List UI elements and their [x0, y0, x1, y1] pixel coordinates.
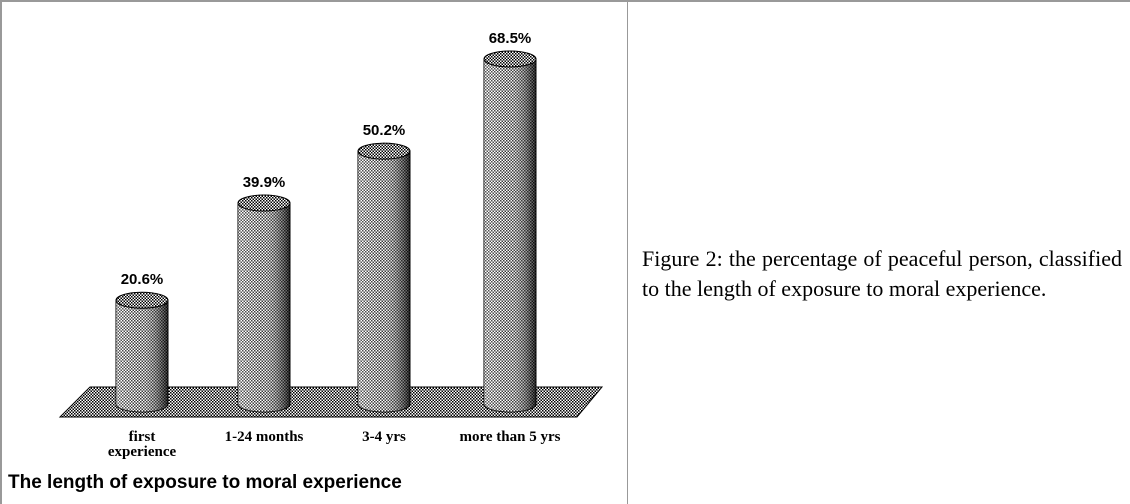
bar-shade [116, 300, 168, 412]
figure-caption: Figure 2: the percentage of peaceful per… [642, 246, 1122, 301]
data-label: 50.2% [363, 122, 406, 139]
bar-shade [238, 203, 290, 412]
data-label: 20.6% [121, 271, 164, 288]
bar-top [115, 291, 169, 309]
x-tick-label: first experience [107, 429, 177, 460]
cell-divider [627, 2, 628, 504]
bar [115, 291, 169, 413]
bar [483, 50, 537, 413]
x-axis-label: The length of exposure to moral experien… [8, 472, 402, 493]
bar-top [357, 142, 411, 160]
x-tick-label: 1-24 months [224, 429, 304, 445]
bar-shade [358, 151, 410, 412]
x-tick-label: 3-4 yrs [362, 429, 406, 445]
bar-top [237, 194, 291, 212]
data-label: 39.9% [243, 174, 286, 191]
chart: 20.6% 39.9% 50.2% 68.5% [58, 30, 604, 418]
data-label: 68.5% [489, 30, 532, 47]
bar-top [483, 50, 537, 68]
x-tick-label: more than 5 yrs [459, 429, 561, 445]
bar-shade [484, 59, 536, 412]
floor [58, 386, 604, 418]
bar [237, 194, 291, 413]
bar [357, 142, 411, 413]
